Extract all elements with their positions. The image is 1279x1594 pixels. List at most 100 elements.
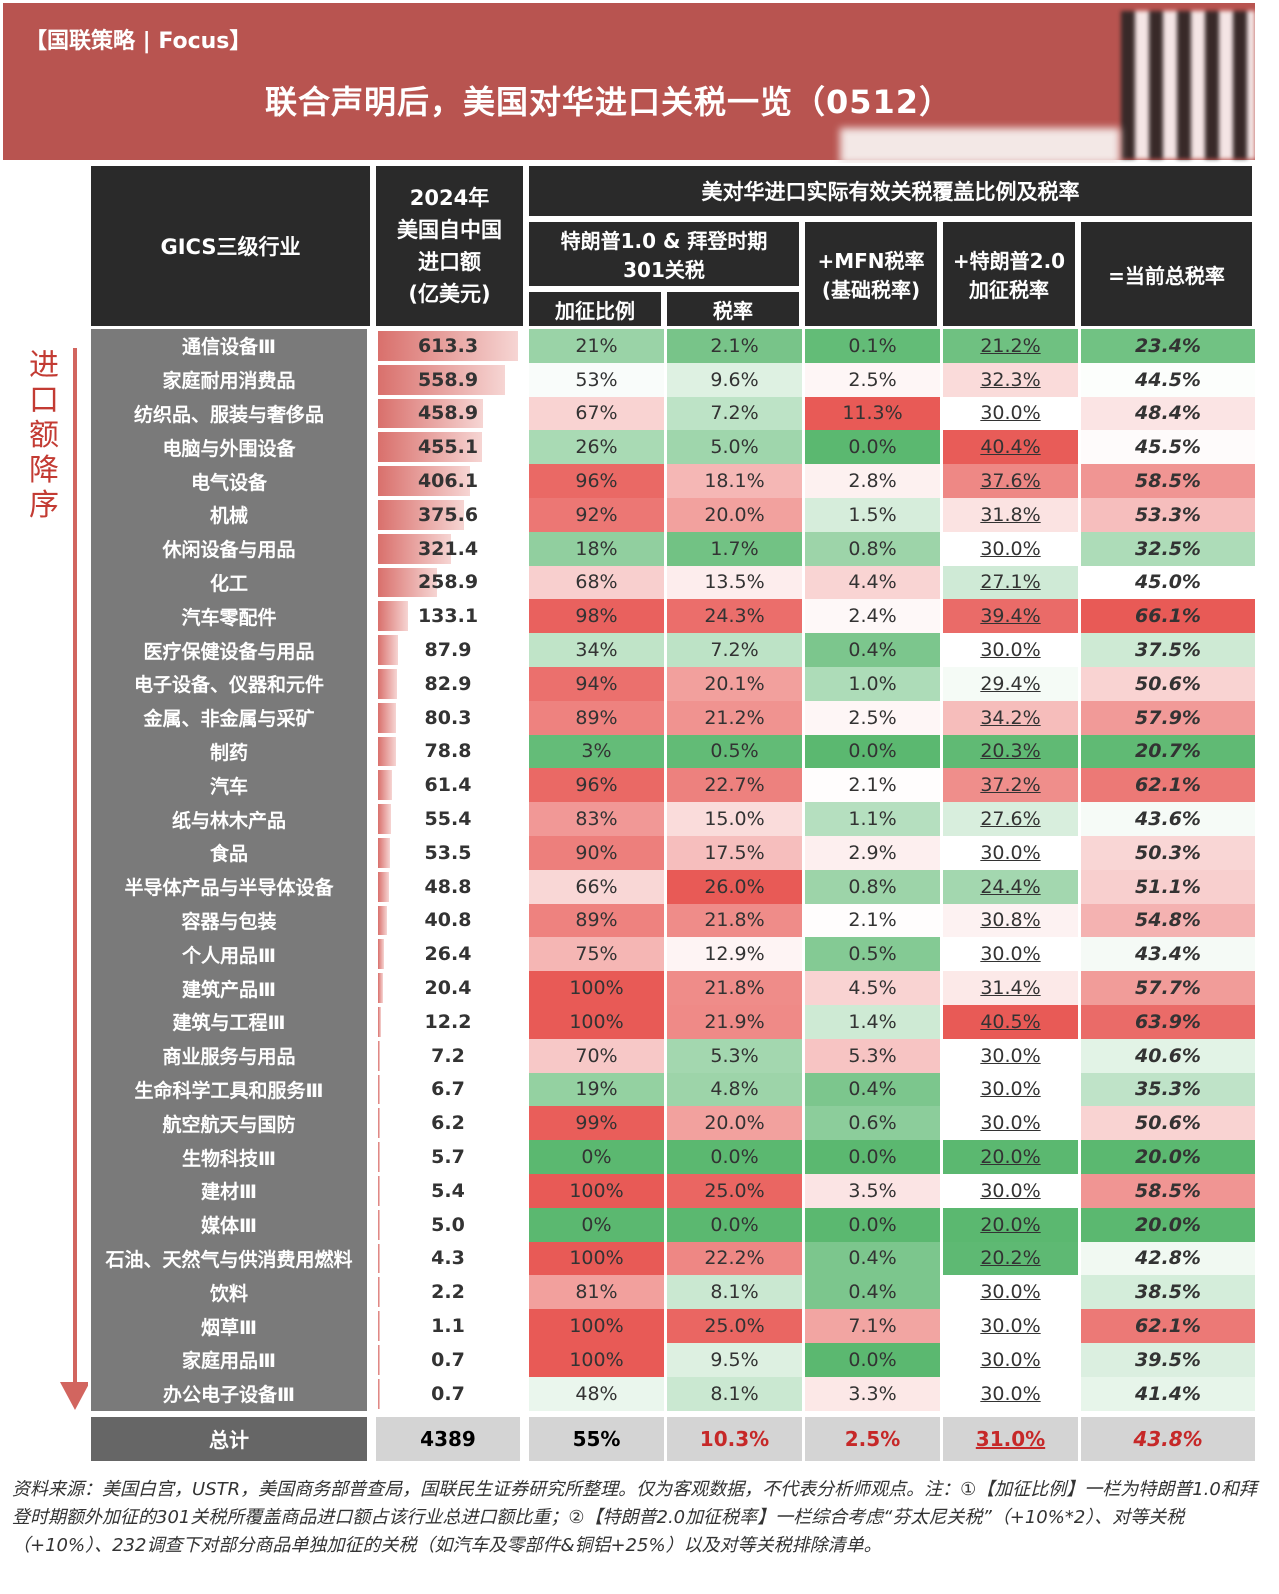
table-row: 商业服务与用品 7.2 70% 5.3% 5.3% 30.0% 40.6%	[88, 1038, 1256, 1073]
cell-import: 55.4	[373, 802, 526, 836]
cell-t2: 20.0%	[940, 1207, 1078, 1242]
cell-total: 35.3%	[1078, 1072, 1256, 1107]
table-row: 建筑产品Ⅲ 20.4 100% 21.8% 4.5% 31.4% 57.7%	[88, 971, 1256, 1005]
cell-t2: 30.0%	[940, 835, 1078, 870]
cell-import: 12.2	[373, 1004, 526, 1039]
cell-rate: 22.7%	[664, 768, 802, 803]
import-value: 375.6	[417, 503, 479, 526]
cell-industry: 家庭耐用消费品	[88, 362, 373, 397]
header-trump2-line1: +特朗普2.0	[952, 249, 1066, 273]
cell-total: 58.5%	[1078, 1173, 1256, 1208]
import-bar	[378, 466, 471, 496]
cell-import: 80.3	[373, 700, 526, 735]
import-bar	[378, 364, 506, 395]
cell-industry: 电子设备、仪器和元件	[88, 666, 373, 701]
cell-import: 48.8	[373, 869, 526, 904]
cell-coverage: 19%	[526, 1072, 664, 1107]
cell-t2: 30.0%	[940, 1376, 1078, 1411]
cell-t2: 21.2%	[940, 329, 1078, 363]
cell-mfn: 0.0%	[802, 1140, 940, 1174]
header-industry: GICS三级行业	[88, 163, 373, 329]
total-mfn: 2.5%	[802, 1410, 940, 1461]
cell-t2: 30.0%	[940, 1072, 1078, 1107]
cell-mfn: 2.9%	[802, 835, 940, 870]
cell-mfn: 4.5%	[802, 971, 940, 1005]
table-body: 通信设备Ⅲ 613.3 21% 2.1% 0.1% 21.2% 23.4% 家庭耐用消费品 55…	[88, 329, 1256, 1411]
cell-import: 78.8	[373, 734, 526, 769]
cell-mfn: 0.0%	[802, 430, 940, 465]
cell-total: 66.1%	[1078, 599, 1256, 634]
import-value: 82.9	[424, 672, 472, 695]
cell-rate: 20.0%	[664, 1106, 802, 1141]
cell-rate: 25.0%	[664, 1173, 802, 1208]
cell-coverage: 83%	[526, 802, 664, 836]
cell-industry: 纺织品、服装与奢侈品	[88, 396, 373, 431]
table-row: 纸与林木产品 55.4 83% 15.0% 1.1% 27.6% 43.6%	[88, 802, 1256, 836]
cell-coverage: 3%	[526, 734, 664, 769]
import-value: 12.2	[424, 1010, 472, 1033]
cell-import: 7.2	[373, 1038, 526, 1073]
cell-rate: 7.2%	[664, 396, 802, 431]
cell-t2: 30.0%	[940, 1106, 1078, 1141]
cell-t2: 30.0%	[940, 1173, 1078, 1208]
cell-rate: 22.2%	[664, 1241, 802, 1276]
import-bar	[378, 702, 397, 733]
table-row: 烟草Ⅲ 1.1 100% 25.0% 7.1% 30.0% 62.1%	[88, 1309, 1256, 1343]
cell-coverage: 96%	[526, 768, 664, 803]
import-bar	[378, 533, 452, 564]
cell-t2: 27.1%	[940, 565, 1078, 600]
cell-industry: 化工	[88, 565, 373, 600]
cell-industry: 金属、非金属与采矿	[88, 700, 373, 735]
cell-total: 45.5%	[1078, 430, 1256, 465]
sort-arrow-line	[73, 348, 77, 1388]
import-value: 6.2	[431, 1112, 465, 1135]
cell-industry: 生物科技Ⅲ	[88, 1140, 373, 1174]
cell-industry: 饮料	[88, 1275, 373, 1310]
cell-import: 20.4	[373, 971, 526, 1005]
cell-total: 38.5%	[1078, 1275, 1256, 1310]
import-bar	[378, 770, 392, 801]
cell-t2: 31.4%	[940, 971, 1078, 1005]
cell-mfn: 5.3%	[802, 1038, 940, 1073]
import-value: 321.4	[417, 537, 479, 560]
cell-rate: 21.8%	[664, 903, 802, 938]
cell-coverage: 0%	[526, 1207, 664, 1242]
cell-mfn: 7.1%	[802, 1309, 940, 1343]
table-row: 媒体Ⅲ 5.0 0% 0.0% 0.0% 20.0% 20.0%	[88, 1207, 1256, 1242]
import-value: 78.8	[424, 740, 472, 763]
cell-coverage: 26%	[526, 430, 664, 465]
table-row: 纺织品、服装与奢侈品 458.9 67% 7.2% 11.3% 30.0% 48.4%	[88, 396, 1256, 431]
cell-coverage: 98%	[526, 599, 664, 634]
import-bar	[378, 1040, 380, 1071]
import-value: 53.5	[424, 841, 472, 864]
cell-mfn: 2.1%	[802, 768, 940, 803]
import-value: 26.4	[424, 943, 472, 966]
cell-industry: 电脑与外围设备	[88, 430, 373, 465]
table-row: 半导体产品与半导体设备 48.8 66% 26.0% 0.8% 24.4% 51.1%	[88, 869, 1256, 904]
cell-coverage: 89%	[526, 700, 664, 735]
cell-total: 54.8%	[1078, 903, 1256, 938]
cell-import: 455.1	[373, 430, 526, 465]
cell-mfn: 2.5%	[802, 362, 940, 397]
total-import: 4389	[373, 1410, 526, 1461]
import-bar	[378, 1108, 380, 1139]
cell-coverage: 100%	[526, 1004, 664, 1039]
import-bar	[378, 1243, 380, 1274]
header-301-line2: 301关税	[623, 258, 705, 282]
table-row: 汽车零配件 133.1 98% 24.3% 2.4% 39.4% 66.1%	[88, 599, 1256, 634]
cell-rate: 0.0%	[664, 1207, 802, 1242]
import-value: 40.8	[424, 909, 472, 932]
cell-coverage: 92%	[526, 497, 664, 532]
header-import-line4: (亿美元)	[408, 282, 491, 306]
cell-mfn: 3.3%	[802, 1376, 940, 1411]
cell-total: 50.3%	[1078, 835, 1256, 870]
import-value: 7.2	[431, 1044, 465, 1067]
cell-total: 39.5%	[1078, 1342, 1256, 1377]
cell-coverage: 99%	[526, 1106, 664, 1141]
cell-t2: 30.0%	[940, 396, 1078, 431]
cell-t2: 30.0%	[940, 937, 1078, 972]
cell-rate: 2.1%	[664, 329, 802, 363]
table-row: 石油、天然气与供消费用燃料 4.3 100% 22.2% 0.4% 20.2% 42.8%	[88, 1241, 1256, 1276]
cell-total: 42.8%	[1078, 1241, 1256, 1276]
import-value: 5.0	[431, 1213, 465, 1236]
